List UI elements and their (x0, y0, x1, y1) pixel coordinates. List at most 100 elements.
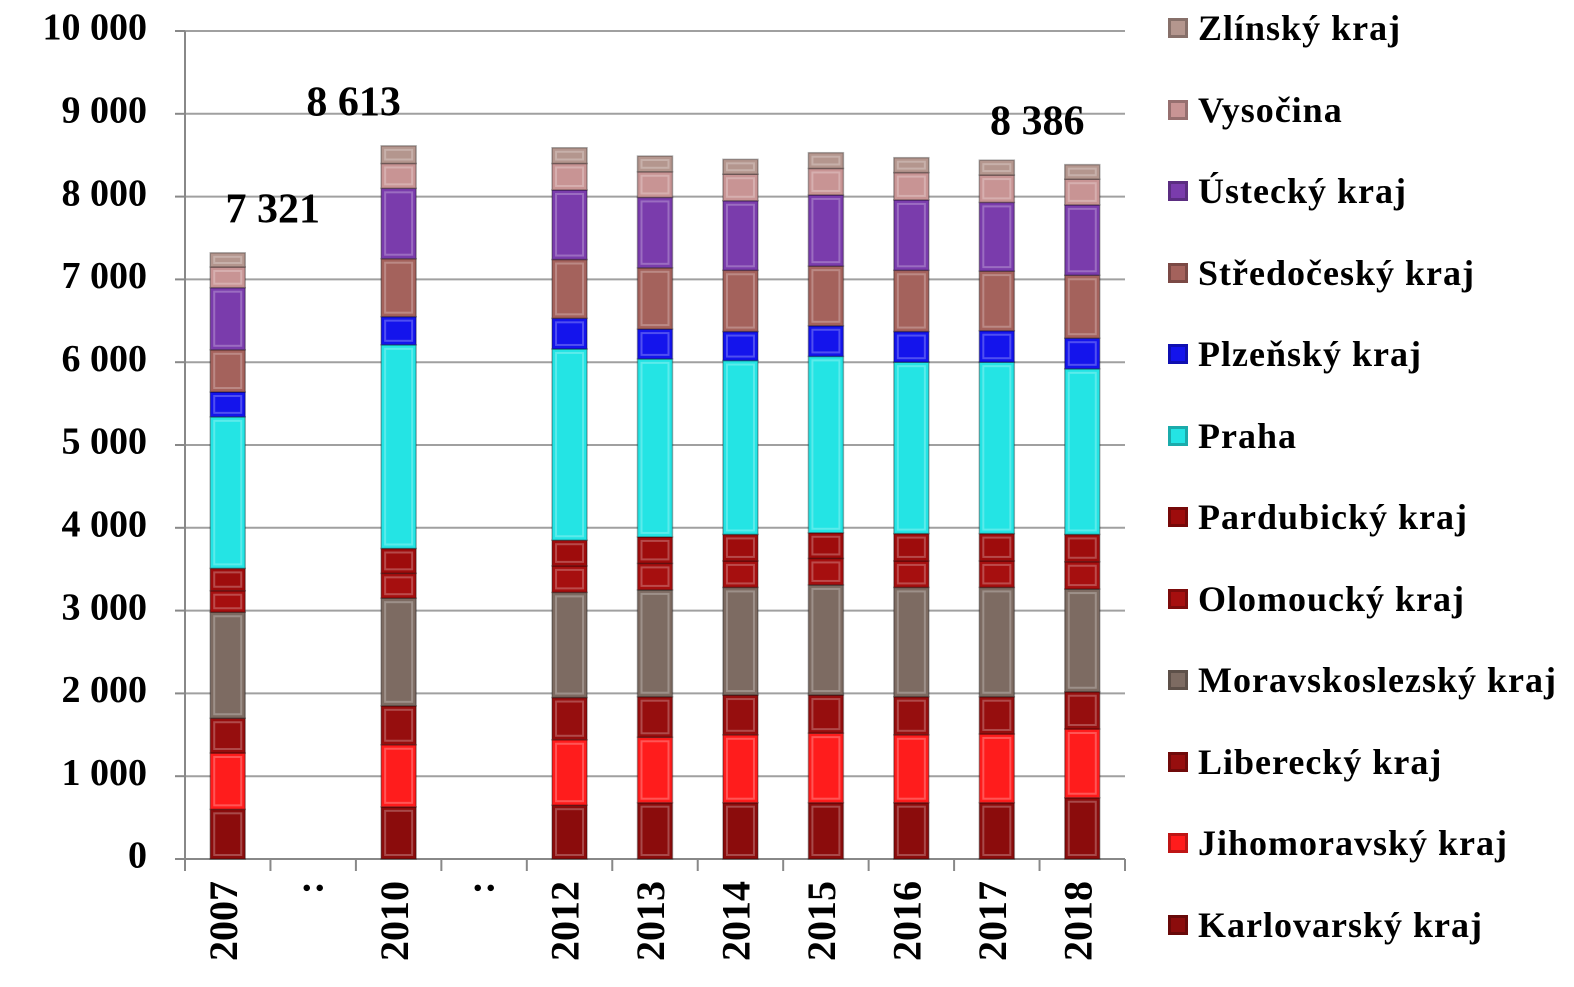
bar-bevel (213, 615, 243, 716)
bar-segment (636, 695, 674, 739)
bar-segment (722, 199, 759, 272)
bar-segment (209, 611, 246, 719)
bar-bevel (384, 319, 414, 342)
bar-bevel (896, 737, 926, 800)
bar-segment (1064, 796, 1101, 860)
x-tick-label: 2014 (714, 881, 759, 961)
bar-bevel (811, 587, 841, 693)
bar-segment (551, 804, 588, 860)
bar-segment (807, 194, 845, 267)
x-tick-label: 2013 (628, 881, 673, 961)
bar-segment (807, 265, 845, 327)
legend-item: Jihomoravský kraj (1168, 823, 1568, 863)
bar-segment (209, 252, 246, 268)
bar-segment (722, 359, 759, 536)
bar-bevel (384, 708, 414, 742)
y-tick-label: 5 000 (62, 421, 148, 463)
bar-bevel (640, 566, 670, 587)
bar-segment (636, 736, 674, 804)
bar-segment (978, 695, 1016, 735)
legend-swatch (1168, 99, 1188, 120)
legend-item: Pardubický kraj (1168, 497, 1568, 537)
bar-segment (551, 146, 588, 165)
bar-segment (978, 159, 1016, 176)
bar-segment (722, 734, 759, 804)
legend-label: Olomoucký kraj (1198, 578, 1466, 619)
bar-bevel (811, 805, 841, 856)
y-tick-label: 1 000 (62, 752, 148, 794)
legend-swatch (1168, 507, 1188, 527)
bar-segment (209, 717, 246, 754)
bar-segment (551, 162, 588, 191)
bar-bevel (384, 191, 414, 256)
y-tick-label: 2 000 (62, 669, 148, 711)
bar-bevel (555, 595, 585, 695)
bar-segment (722, 586, 759, 696)
bar-bevel (640, 539, 670, 561)
bar-segment (636, 801, 674, 860)
x-tick-label: 2016 (885, 881, 930, 961)
bar-segment (209, 391, 246, 418)
chart: 0 1 000 2 000 3 000 4 000 5 000 6 000 7 000 8 00… (43, 7, 1126, 961)
x-tick-label: 2015 (799, 881, 844, 961)
bar-bevel (384, 601, 414, 703)
bar-segment (551, 591, 588, 699)
bar-segment (636, 267, 674, 330)
bar-bevel (725, 737, 755, 800)
bar-segment (551, 739, 588, 806)
bar-segment (893, 269, 930, 333)
bar-bevel (555, 742, 585, 803)
bar-bevel (725, 162, 755, 172)
bar-bevel (213, 756, 243, 807)
bar-bevel (896, 365, 926, 531)
bar-segment (209, 416, 246, 570)
bar-segment (636, 536, 674, 565)
legend-item: Olomoucký kraj (1168, 579, 1568, 619)
bar-segment (380, 257, 417, 318)
bar-segment (978, 532, 1016, 562)
legend-swatch (1168, 18, 1188, 38)
bar-bevel (384, 809, 414, 856)
bar-segment (636, 562, 674, 591)
bar-bevel (725, 363, 755, 532)
bar-bevel (1067, 167, 1097, 177)
bar-segment (551, 348, 588, 541)
bar-segment (722, 330, 759, 362)
bar-segment (893, 695, 930, 736)
bar-bevel (896, 699, 926, 732)
bar-segment (636, 328, 674, 360)
bar-bevel (640, 174, 670, 195)
bar-bevel (640, 332, 670, 356)
bar-segment (380, 145, 417, 165)
bar-bevel (213, 419, 243, 566)
bar-bevel (725, 590, 755, 693)
bar-segment (893, 361, 930, 535)
bar-segment (209, 808, 246, 860)
y-tick-label: 10 000 (43, 7, 148, 49)
bar-bevel (1067, 341, 1097, 366)
bar-segment (380, 187, 417, 260)
legend-item: Ústecký kraj (1168, 171, 1568, 211)
bar-bevel (555, 700, 585, 737)
legend-item: Zlínský kraj (1168, 8, 1568, 48)
legend-swatch (1168, 670, 1188, 690)
bar-bevel (982, 274, 1012, 328)
bar-segment (893, 801, 930, 860)
total-label: 8 386 (990, 98, 1085, 144)
total-label: 8 613 (306, 79, 401, 125)
bar-segment (1064, 588, 1101, 693)
bar-bevel (982, 736, 1012, 800)
bar-segment (551, 696, 588, 741)
legend-item: Praha (1168, 416, 1568, 456)
bar-segment (1064, 163, 1101, 180)
bar-bevel (811, 197, 841, 264)
bar-segment (722, 801, 759, 860)
bar-bevel (1067, 537, 1097, 559)
legend-label: Praha (1198, 415, 1297, 456)
bar-segment (978, 201, 1016, 272)
bar-bevel (725, 805, 755, 856)
y-tick-label: 0 (128, 835, 147, 877)
bar-bevel (213, 255, 243, 264)
bar-bevel (555, 543, 585, 563)
bar-bevel (384, 747, 414, 804)
